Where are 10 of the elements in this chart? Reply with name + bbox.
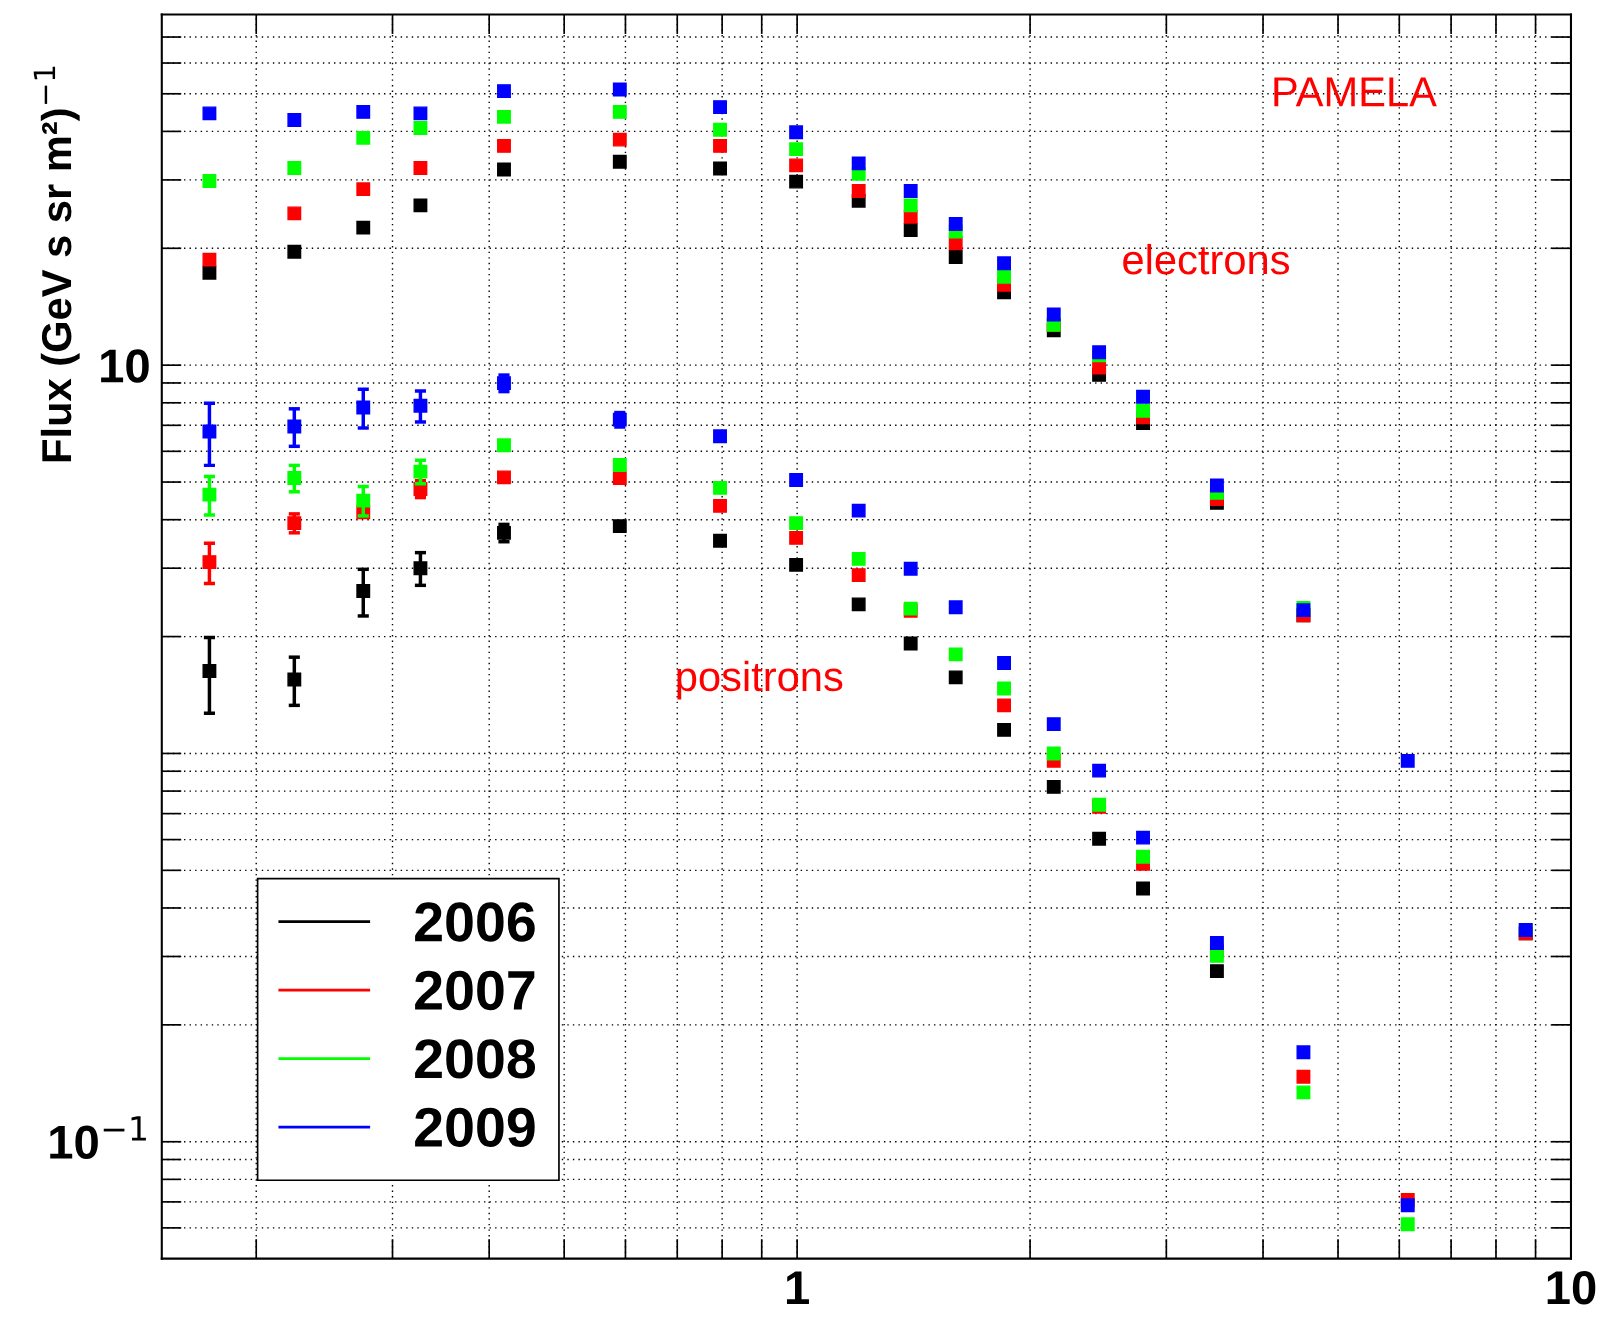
annotation: positrons — [677, 660, 843, 700]
legend-label: 2006 — [415, 902, 535, 942]
legend-label: 2008 — [415, 1039, 536, 1079]
y-tick-label: 10$^{−1}$ — [50, 1116, 146, 1159]
legend-label: 2007 — [415, 970, 535, 1011]
annotation: PAMELA — [1274, 77, 1437, 107]
y-axis-title: Flux (GeV s sr m²)$^{−1}$ — [33, 66, 80, 462]
x-tick-label: 1 — [786, 1271, 809, 1304]
legend-label: 2009 — [415, 1107, 535, 1148]
annotation: electrons — [1123, 243, 1290, 275]
